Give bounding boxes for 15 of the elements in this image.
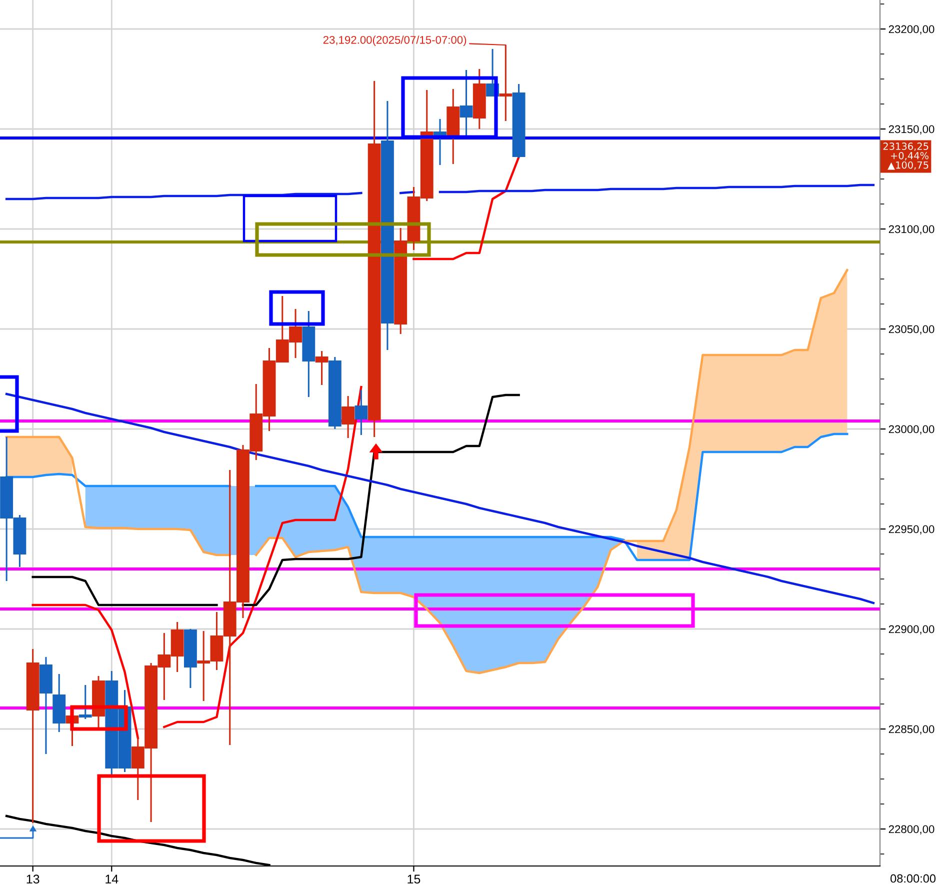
text: 23136,25 +0,44% ▲100,75 xyxy=(883,142,928,170)
annotation: 23,192.00(2025/07/15-07:00) xyxy=(323,36,466,46)
y-tick-label: 22900,00 xyxy=(888,625,934,634)
x-tick-label: 15 xyxy=(408,874,420,884)
y-tick-label: 23050,00 xyxy=(888,325,934,334)
x-tick-label: 14 xyxy=(106,874,118,884)
y-tick-label: 22850,00 xyxy=(888,725,934,734)
y-tick-label: 23150,00 xyxy=(888,125,934,134)
y-tick-label: 23100,00 xyxy=(888,225,934,234)
y-tick-label: 23200,00 xyxy=(888,25,934,34)
text: 08:00:00 xyxy=(890,874,936,883)
x-tick-label: 13 xyxy=(26,874,40,884)
y-tick-label: 22950,00 xyxy=(888,525,934,534)
y-tick-label: 23000,00 xyxy=(888,425,934,434)
y-tick-label: 22800,00 xyxy=(888,825,934,834)
